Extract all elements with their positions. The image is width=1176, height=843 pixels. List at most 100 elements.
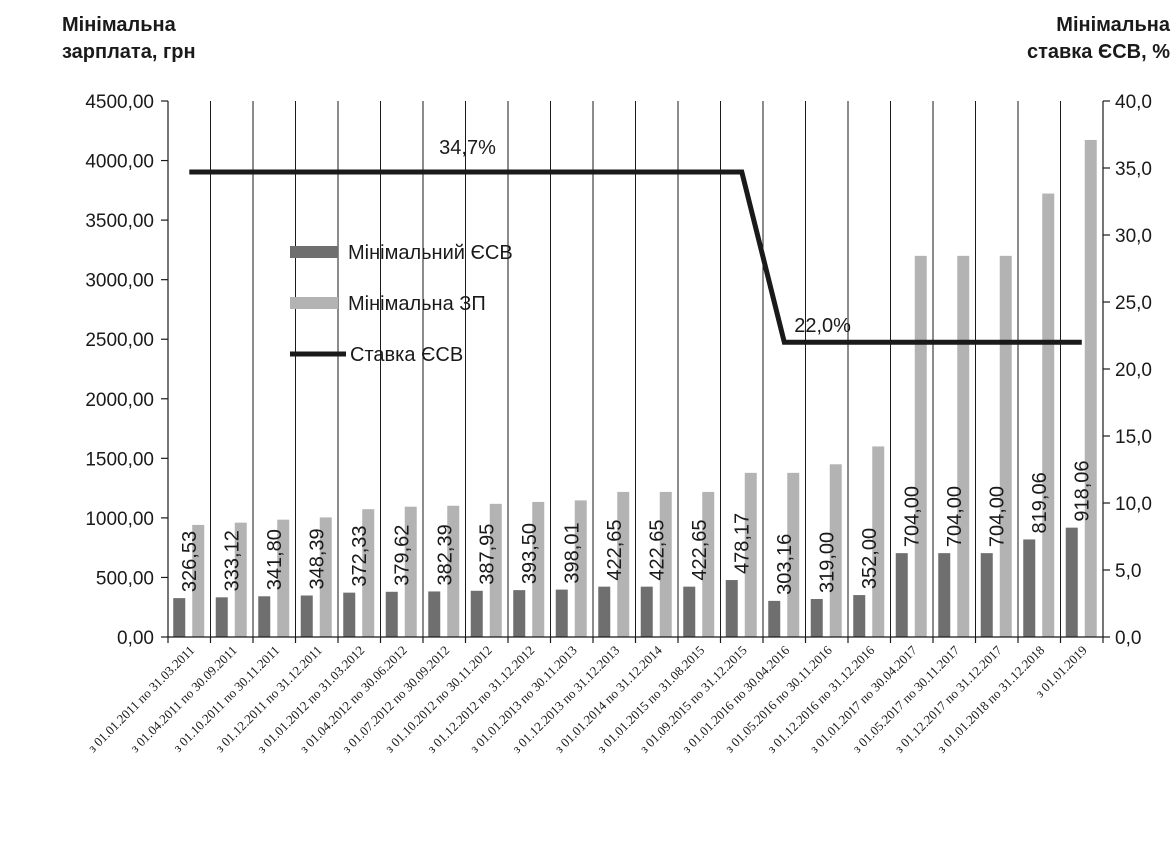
bar-min-wage <box>659 491 672 637</box>
data-label-min-esv: 393,50 <box>519 523 541 584</box>
bar-min-esv <box>215 597 228 637</box>
left-axis-title-line-1: Мінімальна <box>62 14 176 36</box>
bar-min-esv <box>810 599 823 637</box>
data-label-min-esv: 704,00 <box>987 486 1009 547</box>
bar-min-esv <box>513 590 526 637</box>
right-tick-label: 30,0 <box>1115 226 1152 247</box>
bar-min-wage <box>702 491 715 637</box>
bar-min-wage <box>914 255 927 637</box>
legend-swatch-bar <box>290 297 338 309</box>
left-tick-label: 3500,00 <box>85 211 154 232</box>
left-tick-label: 0,00 <box>117 628 154 649</box>
left-axis-title-line-2: зарплата, грн <box>62 41 196 63</box>
data-label-min-esv: 382,39 <box>434 524 456 585</box>
bar-min-wage <box>192 524 205 637</box>
data-label-min-esv: 387,95 <box>477 524 499 585</box>
data-label-min-esv: 326,53 <box>179 531 201 592</box>
bar-min-esv <box>640 586 653 637</box>
bar-min-esv <box>895 553 908 637</box>
bar-min-wage <box>787 472 800 637</box>
bar-min-wage <box>617 491 630 637</box>
bar-min-wage <box>999 255 1012 637</box>
right-tick-label: 10,0 <box>1115 494 1152 515</box>
left-tick-label: 3000,00 <box>85 271 154 292</box>
data-label-min-esv: 352,00 <box>859 528 881 589</box>
bar-min-wage <box>829 464 842 637</box>
right-axis-title-line-1: Мінімальна <box>1056 14 1170 36</box>
right-tick-label: 15,0 <box>1115 427 1152 448</box>
left-tick-label: 1500,00 <box>85 449 154 470</box>
bar-min-wage <box>574 500 587 637</box>
data-label-min-esv: 422,65 <box>689 519 711 580</box>
bar-min-wage <box>447 505 460 637</box>
left-tick-label: 2500,00 <box>85 330 154 351</box>
bar-min-wage <box>744 472 757 637</box>
bar-min-esv <box>853 595 866 637</box>
bar-min-wage <box>362 509 375 637</box>
data-label-min-esv: 422,65 <box>604 519 626 580</box>
data-labels: 326,53 333,12 341,80 348,39 372,33 379,62 382,… <box>179 460 1094 594</box>
data-label-min-esv: 704,00 <box>902 486 924 547</box>
legend-label: Ставка ЄСВ <box>350 344 463 366</box>
legend-label: Мінімальна ЗП <box>348 293 486 315</box>
right-axis-title: Мінімальна ставка ЄСВ, % <box>1027 12 1170 66</box>
bar-min-esv <box>470 590 483 637</box>
bar-min-esv <box>980 553 993 637</box>
left-tick-label: 2000,00 <box>85 390 154 411</box>
bars <box>173 139 1097 638</box>
bar-min-wage <box>1084 139 1097 637</box>
right-tick-label: 40,0 <box>1115 92 1152 113</box>
bar-min-wage <box>532 501 545 637</box>
data-label-min-esv: 918,06 <box>1072 460 1094 521</box>
bar-min-esv <box>598 586 611 637</box>
data-label-min-esv: 819,06 <box>1029 472 1051 533</box>
data-label-min-esv: 398,01 <box>562 522 584 583</box>
bar-min-esv <box>683 586 696 637</box>
data-label-min-esv: 333,12 <box>222 530 244 591</box>
legend-swatch-bar <box>290 246 338 258</box>
bar-min-esv <box>258 596 271 637</box>
legend-label: Мінімальний ЄСВ <box>348 242 513 264</box>
left-tick-label: 4000,00 <box>85 152 154 173</box>
axes: 0,00 500,00 1000,00 1500,00 2000,00 2500,00 30… <box>85 92 1152 756</box>
bar-min-wage <box>872 446 885 637</box>
bar-min-esv <box>343 592 356 637</box>
esv-rate-line <box>189 169 1082 345</box>
bar-min-wage <box>404 506 417 637</box>
right-tick-label: 0,0 <box>1115 628 1141 649</box>
bar-min-esv <box>938 553 951 637</box>
data-label-min-esv: 319,00 <box>817 532 839 593</box>
data-label-min-esv: 422,65 <box>647 519 669 580</box>
data-label-min-esv: 348,39 <box>307 528 329 589</box>
bar-min-esv <box>385 591 398 637</box>
data-label-min-esv: 372,33 <box>349 525 371 586</box>
annotation-rate-low: 22,0% <box>794 315 851 337</box>
bar-min-esv <box>428 591 441 637</box>
data-label-min-esv: 704,00 <box>944 486 966 547</box>
left-tick-label: 500,00 <box>96 568 154 589</box>
right-tick-label: 5,0 <box>1115 561 1141 582</box>
data-label-min-esv: 341,80 <box>264 529 286 590</box>
bar-min-wage <box>319 517 332 637</box>
bar-min-wage <box>234 522 247 637</box>
bar-min-wage <box>957 255 970 637</box>
bar-min-esv <box>555 589 568 637</box>
left-axis-title: Мінімальна зарплата, грн <box>62 12 196 66</box>
bar-min-esv <box>725 580 738 637</box>
bar-min-esv <box>173 598 186 637</box>
bar-min-esv <box>300 595 313 637</box>
right-tick-label: 20,0 <box>1115 360 1152 381</box>
data-label-min-esv: 379,62 <box>392 525 414 586</box>
left-tick-label: 1000,00 <box>85 509 154 530</box>
bar-min-esv <box>1023 539 1036 637</box>
right-tick-label: 25,0 <box>1115 293 1152 314</box>
bar-min-esv <box>768 600 781 637</box>
left-tick-label: 4500,00 <box>85 92 154 113</box>
annotation-rate-high: 34,7% <box>439 137 496 159</box>
rate-line-layer: 34,7% 22,0% <box>189 137 1082 345</box>
data-label-min-esv: 478,17 <box>732 513 754 574</box>
bar-min-wage <box>1042 193 1055 638</box>
bar-min-esv <box>1065 527 1078 637</box>
data-label-min-esv: 303,16 <box>774 534 796 595</box>
